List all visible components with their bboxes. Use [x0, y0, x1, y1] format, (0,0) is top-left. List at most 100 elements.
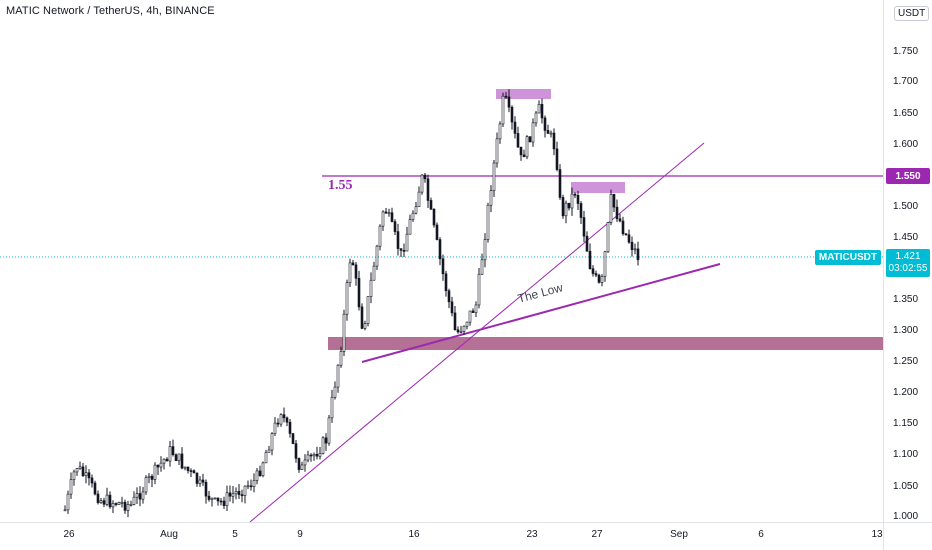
candle-body — [138, 493, 142, 500]
candle-body — [225, 492, 229, 506]
candle-body — [129, 504, 133, 506]
candle-body — [582, 217, 586, 237]
candle-body — [105, 494, 109, 505]
candle-body — [540, 103, 544, 119]
candle-body — [492, 162, 496, 191]
candle-body — [90, 477, 94, 484]
candle-body — [354, 264, 358, 279]
candle-body — [408, 219, 412, 235]
time-axis[interactable]: 26 Aug 5 9 16 23 27 Sep 6 13 — [0, 522, 883, 550]
candle-body — [501, 95, 505, 125]
candle-body — [153, 464, 157, 480]
candle-body — [126, 504, 130, 511]
candle-body — [447, 290, 451, 303]
candle-body — [264, 452, 268, 464]
candle-body — [546, 130, 550, 134]
candle-body — [621, 220, 625, 235]
candle-body — [612, 194, 616, 208]
candle-body — [369, 279, 373, 297]
support-zone[interactable] — [328, 337, 883, 350]
candle-body — [234, 491, 238, 495]
candle-body — [303, 459, 307, 466]
candle-body — [330, 396, 334, 419]
candle-body — [168, 446, 172, 462]
candle-body — [465, 321, 469, 327]
last-price-box: 1.421 03:02:55 — [886, 249, 930, 277]
candle-body — [561, 197, 565, 217]
low-trendline[interactable] — [361, 263, 721, 363]
candle-body — [399, 248, 403, 251]
currency-button[interactable]: USDT — [894, 6, 930, 21]
candle-body — [426, 178, 430, 201]
level-price-label: 1.550 — [886, 168, 930, 184]
candle-body — [210, 497, 214, 500]
candle-body — [513, 121, 517, 134]
candle-body — [66, 493, 70, 511]
candle-body — [102, 500, 106, 505]
candle-body — [159, 462, 163, 468]
candle-body — [552, 132, 556, 150]
candle-body — [171, 446, 175, 455]
candle-body — [579, 203, 583, 218]
candle-body — [636, 248, 640, 261]
axis-corner — [883, 522, 932, 550]
candle-body — [483, 239, 487, 261]
candle-body — [297, 458, 301, 470]
price-tick: 1.300 — [893, 325, 919, 336]
candle-body — [510, 106, 514, 123]
candle-body — [93, 482, 97, 495]
candle-body — [531, 122, 535, 143]
candle-body — [336, 364, 340, 388]
candle-body — [537, 103, 541, 114]
price-tick: 1.000 — [893, 511, 919, 522]
candle-body — [315, 453, 319, 457]
price-axis[interactable]: USDT 1.7501.7001.6501.6001.5001.4501.400… — [883, 0, 932, 522]
candle-body — [396, 231, 400, 249]
candle-body — [120, 501, 124, 504]
time-tick: 23 — [526, 529, 538, 540]
high-marker-box[interactable] — [496, 89, 551, 99]
candle-body — [75, 468, 79, 473]
candle-body — [360, 306, 364, 329]
candle-body — [252, 480, 256, 487]
candle-body — [216, 497, 220, 502]
candle-body — [432, 208, 436, 226]
candle-body — [597, 274, 601, 283]
candle-body — [261, 462, 265, 476]
price-tick: 1.600 — [893, 139, 919, 150]
last-price-value: 1.421 — [895, 251, 921, 262]
lower-high-marker-box[interactable] — [571, 182, 625, 193]
time-tick: 13 — [871, 529, 883, 540]
time-tick: 27 — [591, 529, 603, 540]
candle-body — [240, 494, 244, 496]
time-tick: 16 — [408, 529, 420, 540]
level-annotation[interactable]: 1.55 — [328, 178, 353, 193]
candle-body — [372, 265, 376, 281]
candle-body — [108, 494, 112, 508]
candle-body — [243, 485, 247, 496]
candle-body — [348, 262, 352, 284]
price-tick: 1.250 — [893, 356, 919, 367]
candle-body — [207, 495, 211, 500]
candle-body — [222, 500, 226, 506]
chart-area[interactable]: MATIC Network / TetherUS, 4h, BINANCE 1.… — [0, 0, 883, 522]
candle-body — [132, 496, 136, 505]
candle-body — [441, 258, 445, 275]
price-tick: 1.700 — [893, 76, 919, 87]
time-tick: 26 — [63, 529, 75, 540]
symbol-title[interactable]: MATIC Network / TetherUS, 4h, BINANCE — [6, 5, 215, 17]
candle-body — [276, 422, 280, 425]
candle-body — [141, 491, 145, 500]
price-tick: 1.050 — [893, 481, 919, 492]
candle-body — [219, 500, 223, 503]
chart-canvas[interactable] — [0, 0, 883, 522]
candle-body — [468, 310, 472, 323]
candle-body — [279, 414, 283, 425]
candle-body — [405, 233, 409, 252]
candle-body — [450, 301, 454, 314]
candle-body — [198, 479, 202, 484]
candle-body — [294, 443, 298, 459]
candle-body — [228, 492, 232, 497]
rising-trendline[interactable] — [249, 142, 705, 522]
candle-body — [564, 202, 568, 217]
